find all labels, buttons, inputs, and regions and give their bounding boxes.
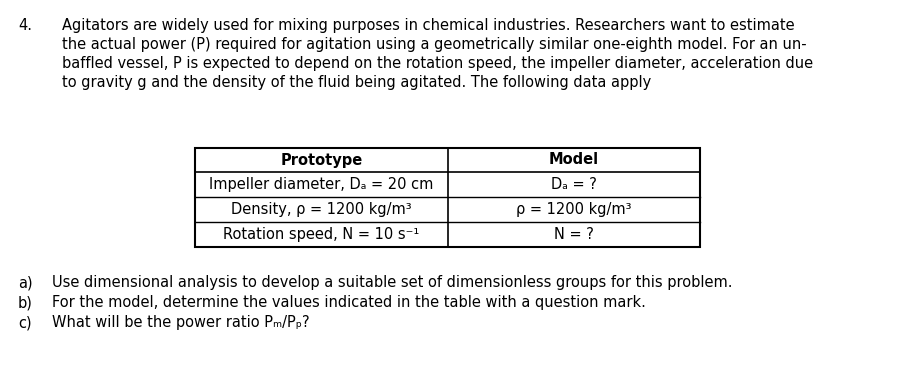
- Text: a): a): [18, 275, 32, 290]
- Text: 4.: 4.: [18, 18, 32, 33]
- Text: Density, ρ = 1200 kg/m³: Density, ρ = 1200 kg/m³: [231, 202, 412, 217]
- Text: Model: Model: [548, 152, 599, 167]
- Text: b): b): [18, 295, 33, 310]
- Text: Agitators are widely used for mixing purposes in chemical industries. Researcher: Agitators are widely used for mixing pur…: [62, 18, 795, 33]
- Text: N = ?: N = ?: [554, 227, 593, 242]
- Text: Rotation speed, N = 10 s⁻¹: Rotation speed, N = 10 s⁻¹: [223, 227, 419, 242]
- Text: Prototype: Prototype: [280, 152, 362, 167]
- Text: to gravity g and the density of the fluid being agitated. The following data app: to gravity g and the density of the flui…: [62, 75, 651, 90]
- Text: the actual power (P) required for agitation using a geometrically similar one-ei: the actual power (P) required for agitat…: [62, 37, 806, 52]
- Text: ρ = 1200 kg/m³: ρ = 1200 kg/m³: [516, 202, 631, 217]
- Text: Dₐ = ?: Dₐ = ?: [551, 177, 597, 192]
- Text: What will be the power ratio Pₘ/Pₚ?: What will be the power ratio Pₘ/Pₚ?: [52, 315, 309, 330]
- Text: baffled vessel, P is expected to depend on the rotation speed, the impeller diam: baffled vessel, P is expected to depend …: [62, 56, 813, 71]
- Bar: [195, 148, 700, 247]
- Text: Impeller diameter, Dₐ = 20 cm: Impeller diameter, Dₐ = 20 cm: [209, 177, 433, 192]
- Text: c): c): [18, 315, 31, 330]
- Text: Use dimensional analysis to develop a suitable set of dimensionless groups for t: Use dimensional analysis to develop a su…: [52, 275, 733, 290]
- Text: For the model, determine the values indicated in the table with a question mark.: For the model, determine the values indi…: [52, 295, 645, 310]
